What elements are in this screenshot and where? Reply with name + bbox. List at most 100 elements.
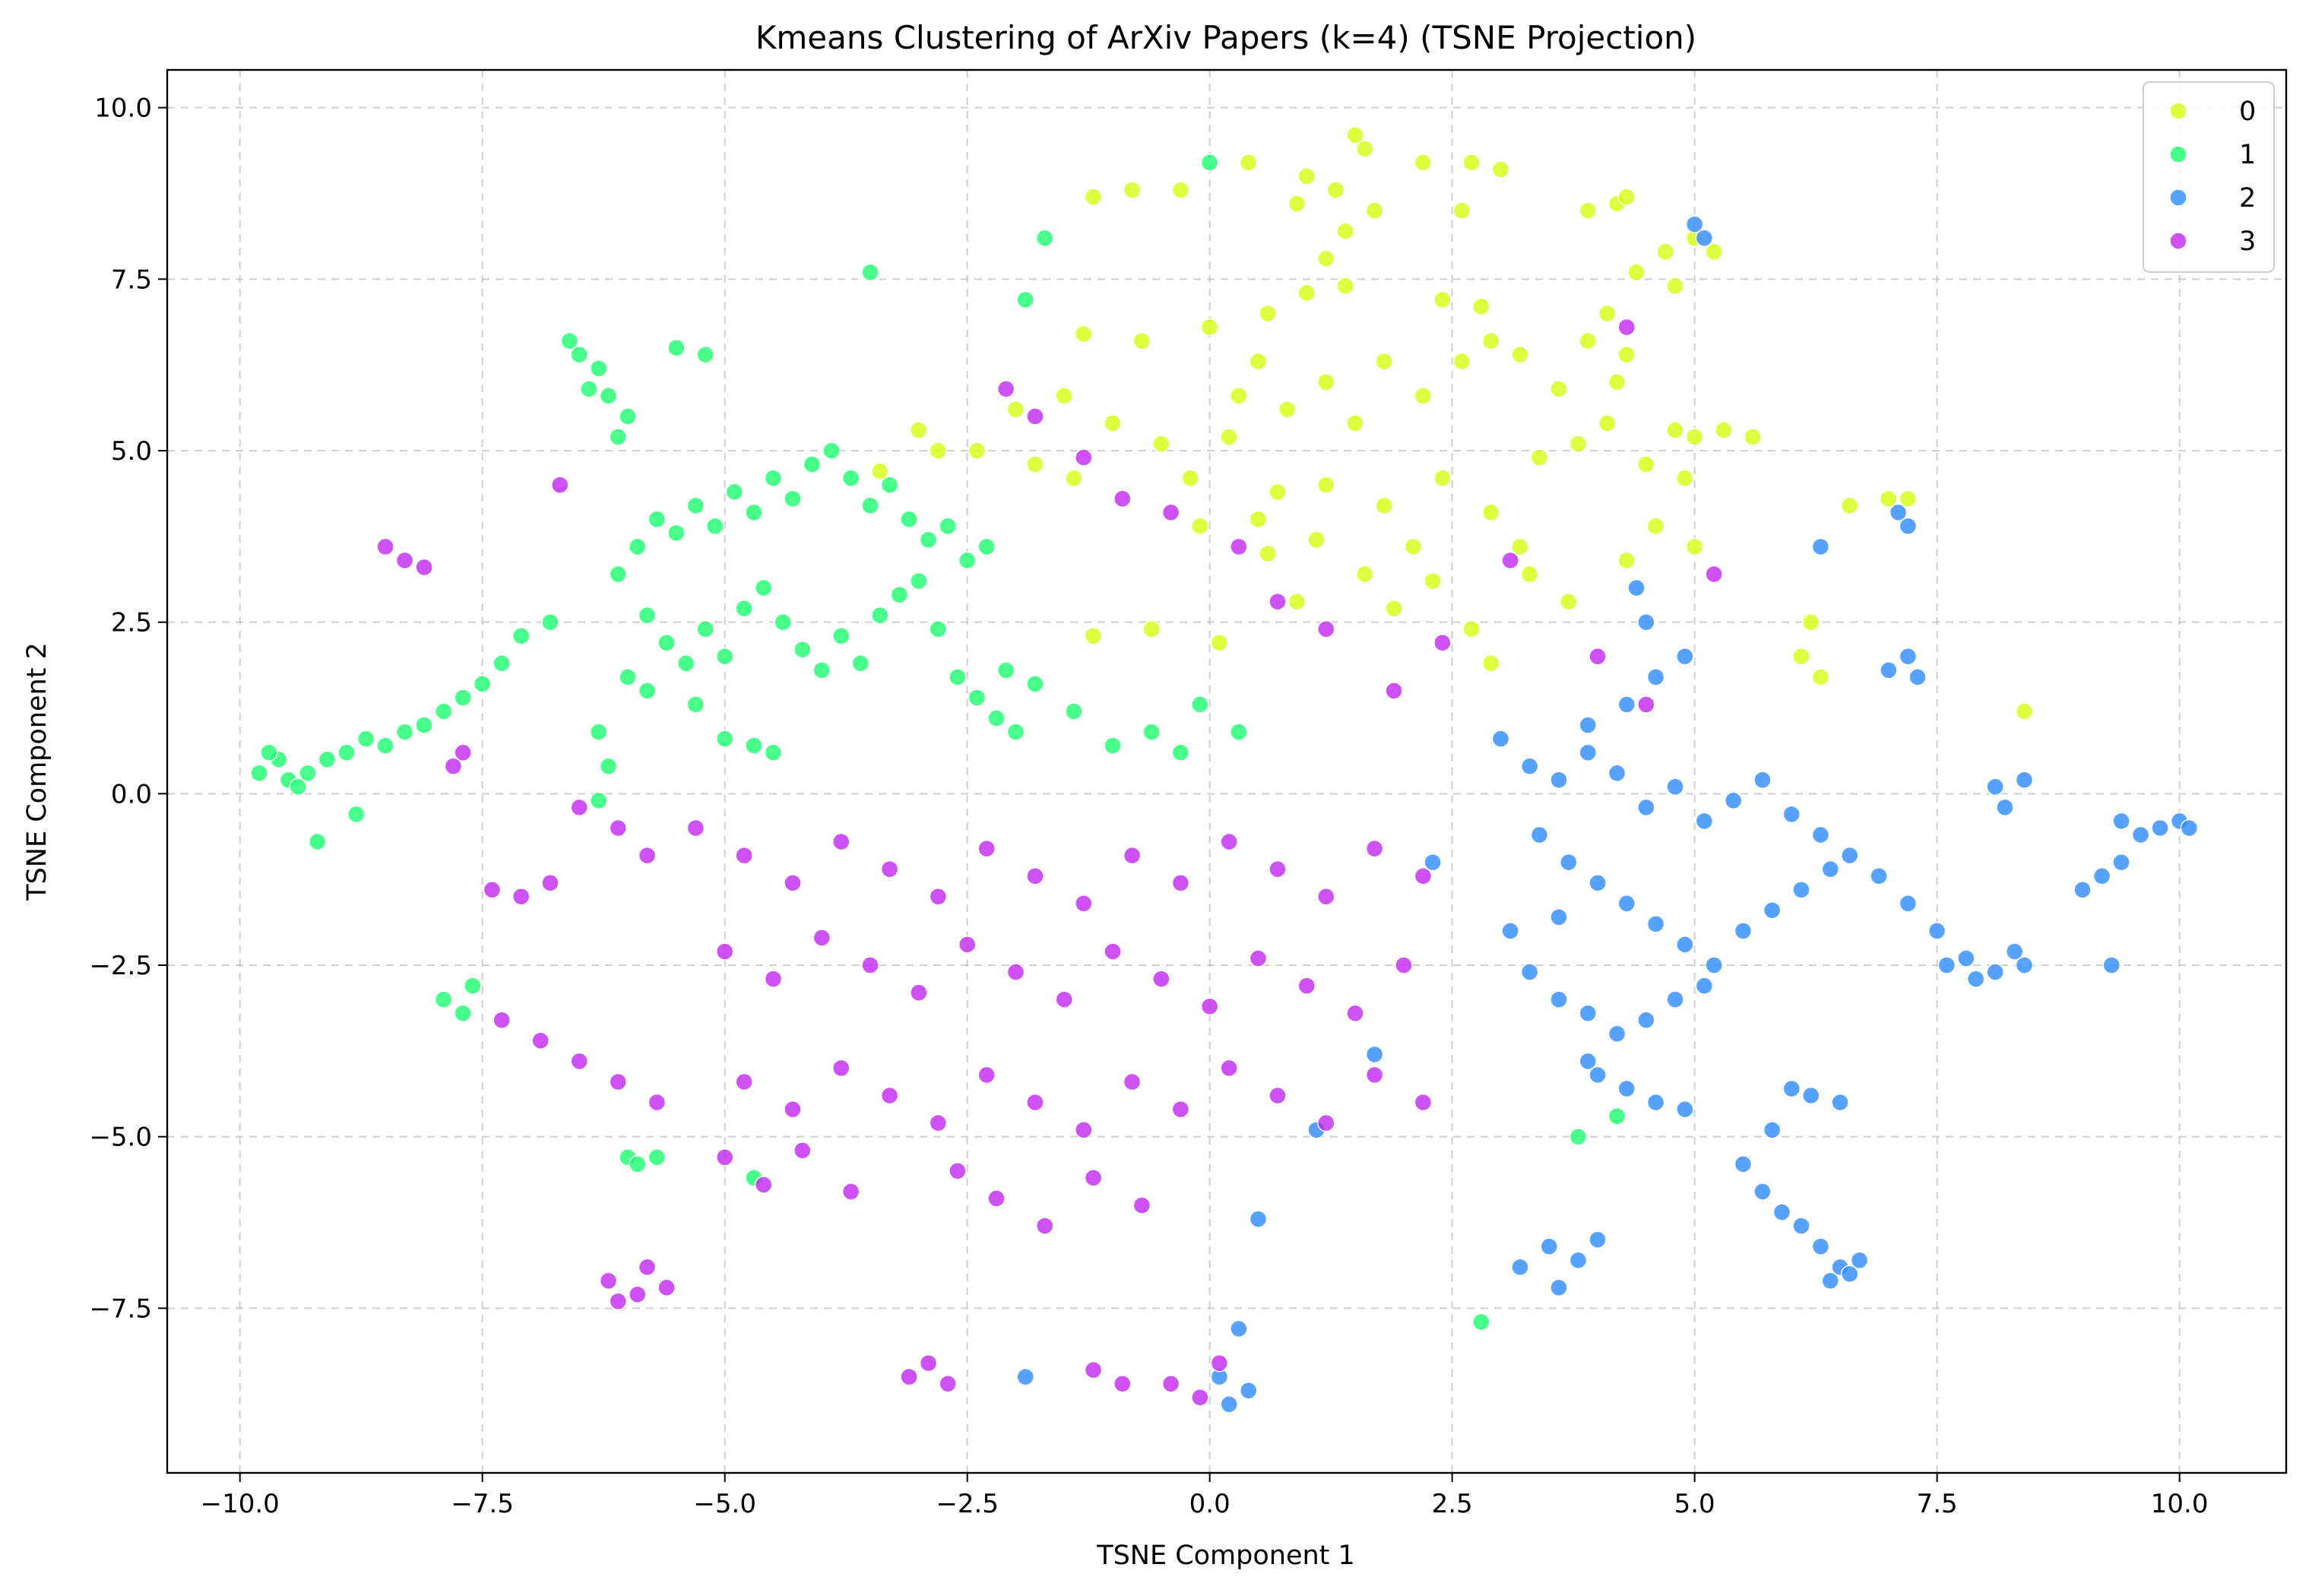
data-point	[1288, 592, 1307, 611]
data-point	[1433, 290, 1452, 309]
data-point	[1880, 489, 1898, 508]
data-point	[1075, 1120, 1093, 1139]
data-point	[1763, 1120, 1782, 1139]
data-point	[1481, 503, 1500, 521]
data-point	[1705, 956, 1723, 974]
data-point	[2015, 702, 2034, 720]
data-point	[648, 510, 667, 529]
data-point	[812, 929, 831, 947]
data-point	[493, 654, 511, 673]
data-point	[1607, 1107, 1626, 1126]
data-point	[1685, 428, 1704, 446]
data-point	[1588, 873, 1607, 892]
series-3	[376, 318, 1723, 1407]
data-point	[2092, 866, 2111, 885]
y-axis-label: TSNE Component 2	[22, 642, 52, 901]
data-point	[1132, 331, 1151, 350]
data-point	[1880, 661, 1898, 679]
data-point	[1036, 229, 1054, 247]
data-point	[949, 668, 967, 686]
data-point	[958, 551, 977, 570]
data-point	[880, 1086, 899, 1105]
data-point	[1550, 380, 1568, 398]
data-point	[1462, 619, 1481, 638]
data-point	[686, 496, 705, 515]
data-point	[483, 880, 502, 899]
data-point	[570, 798, 589, 817]
data-point	[1850, 1251, 1869, 1269]
data-point	[1385, 599, 1403, 618]
data-point	[1288, 195, 1307, 213]
legend-label: 3	[2239, 226, 2256, 257]
data-point	[648, 1148, 667, 1167]
data-point	[1084, 188, 1103, 206]
data-point	[1831, 1093, 1849, 1112]
data-point	[1191, 1388, 1209, 1407]
data-point	[1036, 1217, 1054, 1235]
data-point	[638, 1258, 657, 1276]
data-point	[1899, 648, 1918, 666]
data-point	[590, 359, 608, 378]
data-point	[1210, 1354, 1229, 1373]
data-point	[1006, 401, 1025, 419]
data-point	[629, 1285, 647, 1304]
data-point	[1326, 181, 1345, 199]
data-point	[1026, 407, 1044, 426]
data-point	[1210, 633, 1229, 652]
series-0	[871, 126, 2034, 720]
series-2	[1016, 215, 2199, 1414]
data-point	[939, 1374, 957, 1393]
data-point	[1142, 619, 1161, 638]
data-point	[1452, 201, 1471, 220]
data-point	[1491, 160, 1510, 179]
data-point	[1607, 764, 1626, 783]
data-point	[318, 750, 337, 768]
data-point	[735, 1072, 753, 1091]
data-point	[880, 476, 899, 494]
data-point	[1666, 277, 1684, 296]
data-point	[1676, 648, 1694, 666]
data-point	[1132, 1196, 1151, 1214]
data-point	[512, 626, 531, 645]
data-point	[1365, 201, 1384, 220]
data-point	[1259, 544, 1277, 563]
data-point	[977, 839, 996, 858]
data-point	[1695, 977, 1714, 995]
data-point	[1511, 1258, 1529, 1276]
data-point	[754, 578, 773, 597]
data-point	[1986, 777, 2004, 796]
data-point	[512, 887, 531, 906]
data-point	[1026, 455, 1044, 473]
data-point	[715, 942, 734, 961]
data-point	[1152, 970, 1170, 988]
data-point	[1821, 860, 1840, 879]
data-point	[1550, 1278, 1568, 1297]
data-point	[1617, 188, 1636, 206]
data-point	[1433, 633, 1452, 652]
data-point	[1627, 263, 1645, 282]
data-point	[977, 537, 996, 556]
data-point	[347, 805, 366, 824]
legend-marker	[2169, 145, 2187, 163]
data-point	[1239, 154, 1258, 172]
y-tick-label: 5.0	[111, 436, 152, 467]
data-point	[987, 709, 1006, 727]
data-point	[1569, 1251, 1588, 1269]
data-point	[1191, 695, 1209, 714]
data-point	[454, 743, 472, 762]
y-tick-label: −2.5	[89, 951, 152, 981]
data-point	[1249, 510, 1268, 529]
data-point	[1841, 1265, 1859, 1283]
data-point	[609, 1292, 628, 1311]
legend-label: 2	[2239, 183, 2256, 214]
data-point	[1356, 140, 1374, 158]
data-point	[1530, 448, 1549, 467]
data-point	[1607, 372, 1626, 391]
data-point	[464, 977, 482, 995]
data-point	[754, 1176, 773, 1194]
data-point	[1424, 853, 1442, 872]
data-point	[1646, 517, 1665, 536]
data-point	[871, 606, 889, 625]
data-point	[1075, 895, 1093, 913]
data-point	[1346, 1004, 1364, 1022]
